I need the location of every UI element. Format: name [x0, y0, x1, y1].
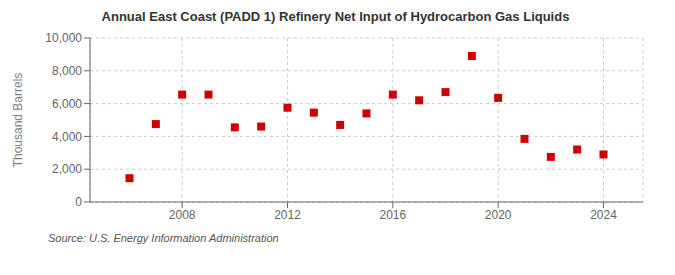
svg-text:0: 0 — [75, 195, 82, 209]
svg-text:2020: 2020 — [485, 208, 512, 222]
svg-text:2024: 2024 — [590, 208, 617, 222]
svg-text:2,000: 2,000 — [52, 162, 82, 176]
svg-text:6,000: 6,000 — [52, 97, 82, 111]
svg-text:2016: 2016 — [379, 208, 406, 222]
svg-text:Thousand Barrels: Thousand Barrels — [11, 73, 25, 168]
svg-text:8,000: 8,000 — [52, 64, 82, 78]
svg-text:10,000: 10,000 — [45, 31, 82, 45]
svg-text:4,000: 4,000 — [52, 130, 82, 144]
svg-text:2008: 2008 — [169, 208, 196, 222]
html-text:Annual East Coast (PADD 1) Ref: Annual East Coast (PADD 1) Refinery Net … — [101, 9, 570, 24]
svg-text:2012: 2012 — [274, 208, 301, 222]
html-text:Source: U.S. Energy Informatio: Source: U.S. Energy Information Administ… — [48, 232, 279, 244]
